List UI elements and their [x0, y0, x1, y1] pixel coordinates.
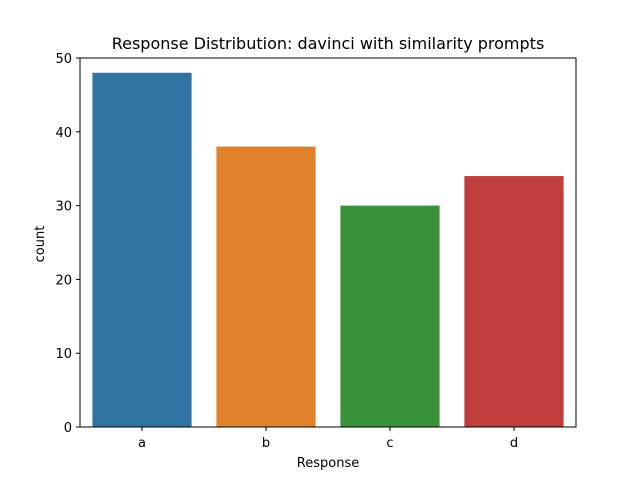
- bar-c: [340, 205, 440, 427]
- x-tick-label: d: [510, 436, 518, 451]
- y-tick-label: 40: [55, 126, 72, 141]
- x-tick-label: c: [386, 436, 393, 451]
- y-tick-label: 20: [55, 273, 72, 288]
- y-axis-ticks: 0 10 20 30 40 50: [55, 52, 80, 436]
- y-tick-label: 10: [55, 347, 72, 362]
- y-tick-label: 30: [55, 200, 72, 215]
- x-axis-ticks: a b c d: [138, 427, 518, 451]
- x-tick-label: b: [262, 436, 270, 451]
- plot-frame: [79, 57, 577, 428]
- chart-title: Response Distribution: davinci with simi…: [112, 34, 545, 53]
- bar-d: [464, 176, 564, 427]
- y-axis-label: count: [33, 226, 48, 263]
- bar-b: [216, 146, 316, 427]
- y-tick-label: 50: [55, 52, 72, 67]
- x-axis-label: Response: [297, 456, 359, 471]
- bar-a: [92, 72, 192, 427]
- y-tick-label: 0: [64, 421, 72, 436]
- bars-group: [92, 72, 564, 427]
- x-tick-label: a: [138, 436, 146, 451]
